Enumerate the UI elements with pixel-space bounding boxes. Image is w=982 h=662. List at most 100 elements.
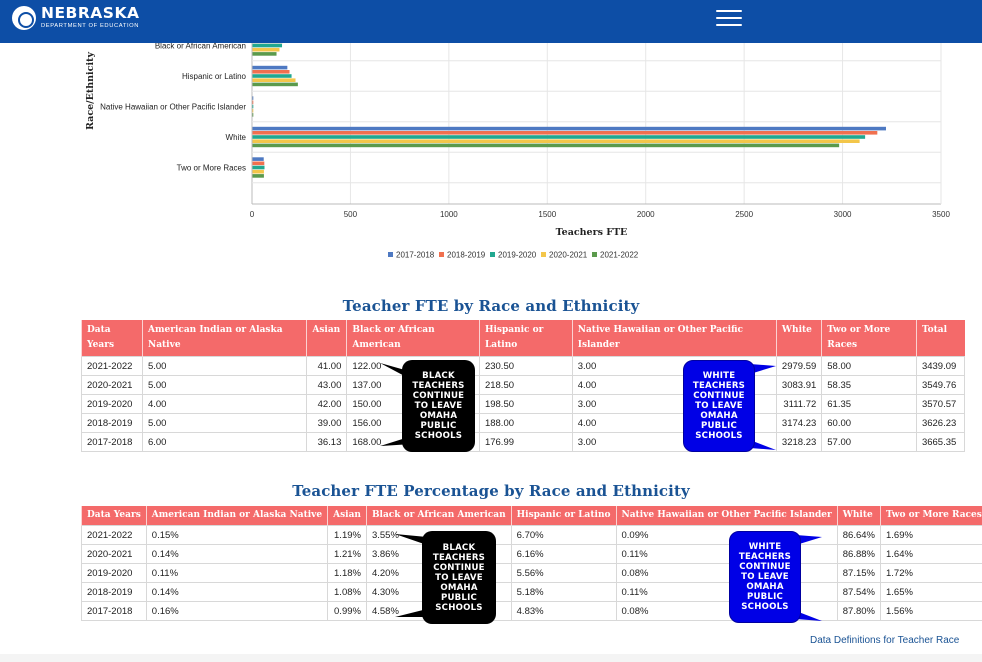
column-header: Two or More Races bbox=[879, 506, 982, 526]
table-cell: 2020-2021 bbox=[81, 375, 143, 395]
callout-line: TEACHERS bbox=[738, 552, 792, 562]
bar bbox=[252, 126, 886, 131]
bar bbox=[252, 82, 298, 87]
logo-subtitle: DEPARTMENT OF EDUCATION bbox=[41, 22, 140, 29]
table-cell: 3665.35 bbox=[915, 432, 966, 452]
legend-swatch bbox=[592, 252, 597, 257]
white-teachers-callout-2: WHITE TEACHERS CONTINUE TO LEAVE OMAHA PUBLIC… bbox=[726, 529, 826, 624]
table-cell: 2017-2018 bbox=[81, 432, 143, 452]
table-cell: 5.00 bbox=[141, 356, 308, 376]
table-cell: 39.00 bbox=[306, 413, 348, 433]
table-cell: 6.70% bbox=[510, 525, 617, 545]
callout-line: TO LEAVE bbox=[435, 572, 483, 583]
table-cell: 230.50 bbox=[478, 356, 573, 376]
table-cell: 87.54% bbox=[836, 582, 881, 602]
bar bbox=[252, 70, 290, 74]
legend-label: 2018-2019 bbox=[447, 251, 486, 260]
bar bbox=[252, 78, 296, 82]
table-cell: 3111.72 bbox=[775, 394, 823, 414]
callout-line: PUBLIC bbox=[440, 592, 477, 603]
table-cell: 3439.09 bbox=[915, 356, 966, 376]
legend-label: 2017-2018 bbox=[396, 251, 435, 260]
table-row: 2018-2019 0.14% 1.08% 4.30% 5.18% 0.11% 87.54%… bbox=[81, 582, 982, 602]
table-cell: 0.15% bbox=[145, 525, 329, 545]
table-cell: 61.35 bbox=[821, 394, 917, 414]
bar bbox=[252, 52, 277, 56]
column-header: American Indian or Alaska Native bbox=[141, 320, 307, 357]
table-cell: 5.00 bbox=[141, 413, 308, 433]
y-category-label: Hispanic or Latino bbox=[182, 72, 247, 81]
table-cell: 2017-2018 bbox=[81, 601, 147, 621]
column-header: Native Hawaiian or Other Pacific Islande… bbox=[615, 506, 838, 526]
legend-swatch bbox=[388, 252, 393, 257]
table-cell: 4.00 bbox=[141, 394, 308, 414]
table-cell: 42.00 bbox=[306, 394, 348, 414]
callout-line: OMAHA bbox=[419, 411, 458, 421]
table-cell: 3570.57 bbox=[915, 394, 966, 414]
callout-line: TO LEAVE bbox=[695, 401, 743, 411]
callout-line: SCHOOLS bbox=[695, 431, 743, 441]
bar bbox=[252, 43, 283, 48]
logo-name: NEBRASKA bbox=[41, 4, 140, 23]
callout-text: BLACK TEACHERS CONTINUE TO LEAVE OMAHA PUBLIC… bbox=[422, 531, 496, 624]
callout-line: SCHOOLS bbox=[435, 602, 483, 613]
legend-swatch bbox=[490, 252, 495, 257]
callout-pointers bbox=[796, 535, 822, 621]
column-header: Total bbox=[915, 320, 965, 357]
column-header: Native Hawaiian or Other Pacific Islande… bbox=[571, 320, 777, 357]
callout-line: BLACK bbox=[422, 371, 455, 381]
table-cell: 87.80% bbox=[836, 601, 881, 621]
callout-text: WHITE TEACHERS CONTINUE TO LEAVE OMAHA PUBLIC… bbox=[683, 360, 755, 452]
table-row: 2021-2022 5.00 41.00 122.00 230.50 3.00 2979.5… bbox=[81, 356, 966, 376]
bar bbox=[252, 131, 878, 135]
table-cell: 87.15% bbox=[836, 563, 881, 583]
table-cell: 1.56% bbox=[879, 601, 982, 621]
callout-line: CONTINUE bbox=[739, 562, 791, 572]
table-cell: 2021-2022 bbox=[81, 525, 147, 545]
state-seal-icon bbox=[12, 6, 36, 30]
nde-logo[interactable]: NEBRASKA DEPARTMENT OF EDUCATION bbox=[12, 6, 139, 30]
table-cell: 0.14% bbox=[145, 582, 329, 602]
table-row: 2017-2018 6.00 36.13 168.00 176.99 3.00 3218.2… bbox=[81, 432, 966, 452]
legend-swatch bbox=[439, 252, 444, 257]
callout-line: PUBLIC bbox=[746, 592, 783, 602]
table-row: 2018-2019 5.00 39.00 156.00 188.00 4.00 3174.2… bbox=[81, 413, 966, 433]
table-row: 2019-2020 4.00 42.00 150.00 198.50 3.00 3111.7… bbox=[81, 394, 966, 414]
pct-table: Data Years American Indian or Alaska Nati… bbox=[81, 506, 982, 621]
table-cell: 1.19% bbox=[327, 525, 367, 545]
callout-line: TEACHERS bbox=[692, 381, 746, 391]
column-header: Hispanic or Latino bbox=[510, 506, 616, 526]
table-cell: 1.72% bbox=[879, 563, 982, 583]
table-cell: 0.14% bbox=[145, 544, 329, 564]
y-category-label: Black or African American bbox=[155, 43, 246, 51]
y-axis-title: Race/Ethnicity bbox=[85, 52, 96, 130]
bar bbox=[252, 74, 292, 78]
y-category-label: Two or More Races bbox=[177, 164, 246, 173]
table-cell: 36.13 bbox=[306, 432, 348, 452]
chart-svg: 0 500 1000 1500 2000 2500 3000 3500 Black or Afr… bbox=[85, 43, 950, 260]
bar bbox=[252, 108, 254, 113]
x-tick-label: 3000 bbox=[834, 210, 852, 219]
table-cell: 218.50 bbox=[478, 375, 573, 395]
column-header: Data Years bbox=[81, 506, 147, 526]
callout-line: TEACHERS bbox=[412, 381, 465, 391]
table-cell: 86.64% bbox=[836, 525, 881, 545]
x-axis-title: Teachers FTE bbox=[556, 227, 628, 238]
table-cell: 58.35 bbox=[821, 375, 917, 395]
x-tick-label: 0 bbox=[250, 210, 255, 219]
table-cell: 1.64% bbox=[879, 544, 982, 564]
table-cell: 0.99% bbox=[327, 601, 367, 621]
table-cell: 2019-2020 bbox=[81, 394, 143, 414]
table-cell: 1.21% bbox=[327, 544, 367, 564]
table-cell: 1.18% bbox=[327, 563, 367, 583]
table-cell: 176.99 bbox=[478, 432, 573, 452]
hamburger-menu-icon[interactable] bbox=[716, 10, 742, 28]
table-cell: 2019-2020 bbox=[81, 563, 147, 583]
x-tick-label: 3500 bbox=[932, 210, 950, 219]
y-category-label: White bbox=[226, 133, 247, 142]
callout-line: TEACHERS bbox=[432, 552, 486, 563]
data-definitions-link[interactable]: Data Definitions for Teacher Race bbox=[810, 635, 960, 646]
table-cell: 3549.76 bbox=[915, 375, 966, 395]
bar bbox=[252, 174, 264, 178]
legend-label: 2019-2020 bbox=[498, 251, 537, 260]
